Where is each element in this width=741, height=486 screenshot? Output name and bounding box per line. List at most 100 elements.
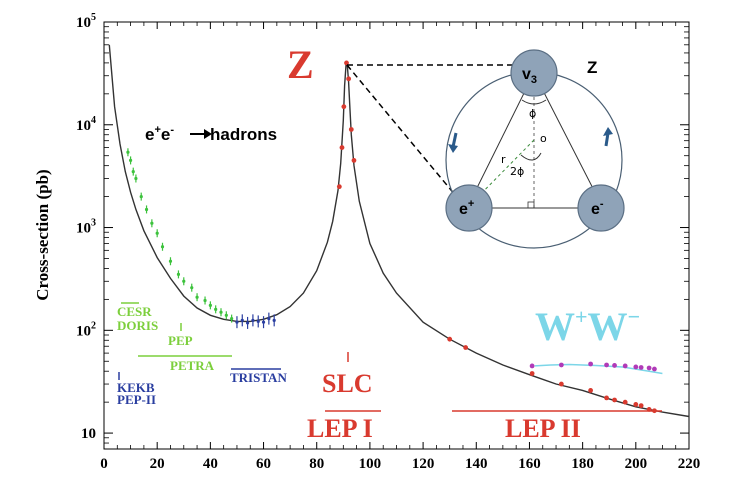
- lep-point: [588, 388, 594, 393]
- low-energy-point: [128, 158, 133, 163]
- ww-point: [558, 362, 564, 368]
- lep-point: [558, 381, 564, 387]
- x-tick-label: 0: [100, 456, 108, 472]
- lep-point: [336, 184, 342, 190]
- series-layer: [108, 44, 690, 418]
- ww-point: [638, 365, 644, 370]
- exp-pep: PEP: [168, 333, 193, 348]
- lep-point: [604, 395, 609, 401]
- low-energy-point: [230, 317, 234, 321]
- tristan-point: [235, 320, 239, 324]
- inset-diagram: ϕ o r 2ϕ v3 e+ e- Z: [346, 49, 625, 249]
- ww-point: [652, 366, 657, 372]
- exp-cesr: CESR: [117, 304, 152, 319]
- tristan-point: [267, 317, 271, 321]
- ww-point: [604, 362, 609, 368]
- x-tick-label: 60: [256, 456, 271, 472]
- lep-point: [348, 127, 354, 132]
- data-points-layer: [126, 60, 657, 414]
- ww-point: [529, 363, 535, 369]
- x-tick-label: 80: [309, 456, 324, 472]
- process-rhs: hadrons: [210, 125, 277, 144]
- exp-pep-ii: PEP-II: [117, 392, 156, 407]
- lep-point: [529, 371, 535, 376]
- exp-tristan: TRISTAN: [230, 370, 287, 385]
- exp-kekb: KEKB: [117, 380, 155, 395]
- low-energy-point: [144, 207, 149, 212]
- lep-point: [341, 104, 347, 110]
- ww-label: W+W−: [535, 304, 640, 349]
- exp-lep-i: LEP I: [307, 414, 373, 443]
- exp-slc: SLC: [322, 369, 373, 398]
- low-energy-point: [195, 295, 199, 299]
- tristan-point: [251, 318, 255, 322]
- tristan-point: [245, 321, 250, 325]
- ww-point: [633, 364, 639, 370]
- lep-point: [612, 397, 617, 403]
- low-energy-point: [131, 170, 135, 174]
- x-tick-label: 180: [571, 456, 594, 472]
- lep-point: [633, 402, 639, 407]
- tristan-point: [256, 319, 260, 324]
- inset-arrow-left: [448, 132, 458, 153]
- low-energy-point: [190, 286, 194, 290]
- inset-radius: r: [501, 153, 506, 166]
- x-tick-label: 40: [203, 456, 218, 472]
- low-energy-point: [160, 245, 165, 249]
- tristan-point: [261, 320, 266, 324]
- process-label: e+e-: [145, 124, 174, 144]
- inset-title: Z: [587, 58, 597, 77]
- lep-point: [463, 345, 469, 350]
- low-energy-point: [168, 259, 173, 263]
- svg-text:e+: e+: [459, 198, 474, 218]
- process-lhs: e: [145, 125, 154, 144]
- ww-point: [646, 365, 652, 371]
- lep-point: [447, 336, 453, 342]
- inset-node-e-minus: [577, 184, 625, 232]
- y-tick-label: 103: [76, 218, 96, 237]
- inset-angle-top: ϕ: [529, 107, 536, 120]
- ww-point: [612, 363, 617, 368]
- axis-tick-labels: 0 20 40 60 80 100 120 140 160 180 200 220 10 102 103 10…: [76, 12, 700, 472]
- low-energy-point: [203, 298, 207, 303]
- low-energy-point: [176, 272, 181, 276]
- x-tick-label: 160: [518, 456, 541, 472]
- exp-doris: DORIS: [117, 318, 158, 333]
- lep-point: [351, 158, 357, 163]
- x-tick-label: 220: [678, 456, 701, 472]
- low-energy-point: [224, 313, 228, 317]
- inset-node-v3: [510, 49, 558, 97]
- x-tick-label: 20: [150, 456, 165, 472]
- lep-point: [344, 60, 349, 66]
- y-tick-label: 105: [76, 12, 96, 31]
- x-tick-label: 100: [359, 456, 382, 472]
- tristan-point: [272, 318, 276, 322]
- y-tick-label: 104: [76, 115, 96, 134]
- process-sup2: -: [170, 124, 174, 136]
- low-energy-point: [208, 303, 212, 307]
- lep-point: [339, 145, 345, 150]
- process-sup1: +: [154, 124, 160, 136]
- y-tick-label: 102: [76, 320, 96, 339]
- process-mid: e: [161, 125, 170, 144]
- exp-lep-ii: LEP II: [505, 414, 581, 443]
- low-energy-point: [134, 176, 138, 181]
- inset-arrow-right: [603, 127, 613, 147]
- low-energy-point: [182, 279, 186, 283]
- exp-petra: PETRA: [170, 358, 215, 373]
- axis-ticks: [103, 21, 690, 450]
- z-peak-label: Z: [287, 42, 314, 87]
- inset-node-e-plus: [445, 184, 493, 232]
- x-tick-label: 140: [465, 456, 488, 472]
- low-energy-point: [150, 221, 154, 225]
- inset-angle-center: 2ϕ: [510, 165, 524, 178]
- lep-point: [346, 76, 352, 82]
- ww-curve: [534, 363, 663, 375]
- low-energy-point: [155, 231, 159, 235]
- low-energy-point: [219, 310, 223, 314]
- lep-point: [638, 403, 644, 409]
- process-arrow: [190, 129, 212, 139]
- y-tick-label: 10: [81, 426, 96, 442]
- low-energy-point: [126, 150, 130, 154]
